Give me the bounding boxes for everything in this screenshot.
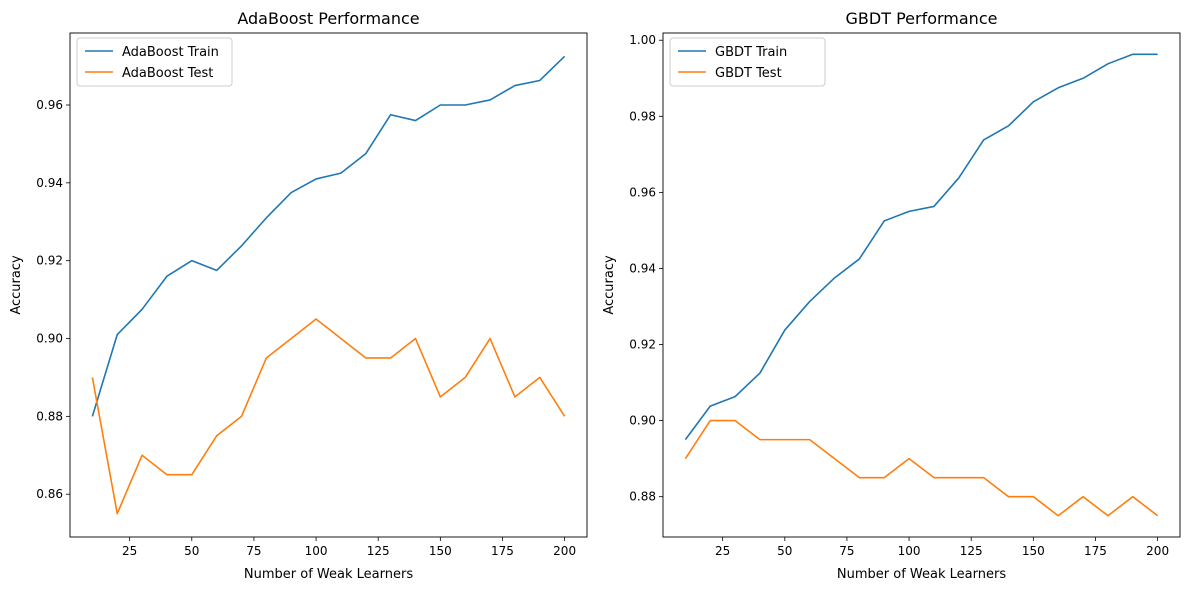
x-tick-label: 75 [246, 544, 261, 558]
x-tick-label: 200 [1146, 544, 1169, 558]
x-axis-label: Number of Weak Learners [837, 567, 1006, 582]
legend-box [669, 37, 826, 87]
x-tick-label: 50 [184, 544, 199, 558]
y-tick-label: 0.86 [36, 487, 63, 501]
y-tick-label: 0.96 [36, 98, 63, 112]
series-line-gbdt-train [684, 53, 1158, 441]
adaboost-chart: 25 50 75 100 125 150 175 200 0.86 0.88 0.90 0.92 0.9… [9, 9, 588, 582]
x-tick-label: 25 [122, 544, 137, 558]
series-line-gbdt-test [684, 419, 1159, 517]
legend-label: AdaBoost Train [122, 45, 219, 60]
y-tick-label: 0.94 [36, 176, 63, 190]
x-tick-label: 175 [491, 544, 514, 558]
y-axis-label: Accuracy [9, 255, 24, 315]
legend: GBDT Train GBDT Test [669, 37, 826, 87]
series-line-adaboost-train [91, 55, 566, 417]
x-tick-label: 100 [305, 544, 328, 558]
y-tick-label: 0.90 [629, 414, 656, 428]
plot-area [663, 33, 1180, 537]
x-tick-label: 125 [960, 544, 983, 558]
y-tick-label: 0.88 [36, 409, 63, 423]
gbdt-chart: 25 50 75 100 125 150 175 200 0.88 0.90 0.92 0.94 0.9… [602, 9, 1181, 582]
y-tick-label: 0.92 [629, 338, 656, 352]
x-tick-label: 125 [367, 544, 390, 558]
x-tick-label: 150 [1022, 544, 1045, 558]
x-tick-label: 200 [553, 544, 576, 558]
x-tick-label: 75 [839, 544, 854, 558]
y-tick-label: 0.88 [629, 490, 656, 504]
legend: AdaBoost Train AdaBoost Test [76, 37, 233, 87]
axes-frame [69, 32, 588, 538]
y-tick-label: 1.00 [629, 33, 656, 47]
y-tick-label: 0.92 [36, 254, 63, 268]
x-tick-label: 50 [777, 544, 792, 558]
chart-title: GBDT Performance [846, 9, 998, 28]
y-tick-label: 0.94 [629, 261, 656, 275]
legend-box [76, 37, 233, 87]
x-tick-label: 175 [1084, 544, 1107, 558]
x-axis-label: Number of Weak Learners [244, 567, 413, 582]
legend-label: GBDT Train [715, 45, 787, 60]
y-tick-label: 0.90 [36, 332, 63, 346]
y-axis-label: Accuracy [602, 255, 617, 315]
chart-title: AdaBoost Performance [237, 9, 419, 28]
plot-area [70, 33, 587, 537]
x-tick-label: 100 [898, 544, 921, 558]
x-tick-label: 25 [715, 544, 730, 558]
x-tick-label: 150 [429, 544, 452, 558]
legend-label: AdaBoost Test [122, 66, 213, 81]
series-line-adaboost-test [91, 318, 566, 515]
y-tick-label: 0.96 [629, 185, 656, 199]
legend-label: GBDT Test [715, 66, 782, 81]
y-tick-label: 0.98 [629, 109, 656, 123]
axes-frame [662, 32, 1181, 538]
